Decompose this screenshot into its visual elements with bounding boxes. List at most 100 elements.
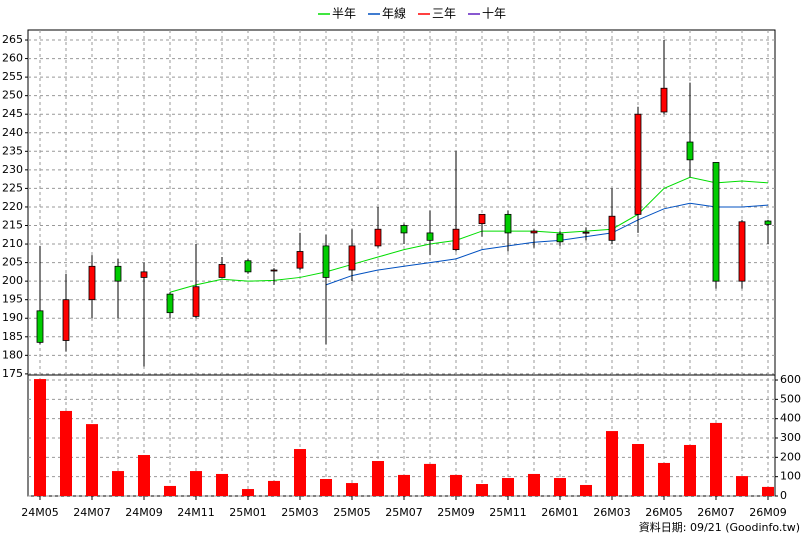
volume-bar — [242, 489, 254, 496]
candle-body — [660, 87, 668, 113]
candle-body — [764, 220, 772, 225]
x-tick-label: 25M11 — [489, 506, 527, 519]
volume-bar — [580, 484, 592, 496]
y-tick-label: 200 — [2, 274, 23, 287]
candle-body — [270, 269, 278, 272]
volume-bar — [606, 431, 618, 496]
volume-bar — [60, 410, 72, 496]
y-tick-label: 215 — [2, 219, 23, 232]
x-tick-label: 24M07 — [73, 506, 111, 519]
volume-bar — [320, 478, 332, 496]
volume-bar — [528, 473, 540, 496]
volume-bar — [710, 422, 722, 496]
volume-bar — [190, 471, 202, 496]
x-tick-label: 26M05 — [645, 506, 683, 519]
volume-bar — [372, 461, 384, 496]
y-tick-label: 250 — [2, 89, 23, 102]
volume-bar — [294, 449, 306, 496]
volume-tick-label: 400 — [780, 412, 801, 425]
volume-bar — [450, 474, 462, 496]
legend-label: 三年 — [432, 7, 456, 21]
y-tick-label: 205 — [2, 256, 23, 269]
ma-line — [169, 176, 769, 293]
volume-bar — [502, 478, 514, 496]
candle-body — [36, 310, 44, 343]
candle-body — [478, 213, 486, 225]
candle-body — [218, 264, 226, 278]
volume-tick-label: 300 — [780, 431, 801, 444]
volume-bar — [684, 444, 696, 496]
ma-line — [325, 202, 769, 286]
volume-bar — [34, 379, 46, 496]
y-tick-label: 255 — [2, 70, 23, 83]
y-tick-label: 180 — [2, 348, 23, 361]
volume-bar — [86, 424, 98, 496]
volume-tick-label: 200 — [780, 450, 801, 463]
y-tick-label: 240 — [2, 126, 23, 139]
volume-bar — [658, 462, 670, 496]
y-tick-label: 230 — [2, 163, 23, 176]
candle-body — [738, 221, 746, 282]
y-tick-label: 235 — [2, 144, 23, 157]
x-tick-label: 26M03 — [593, 506, 631, 519]
volume-tick-label: 100 — [780, 470, 801, 483]
y-tick-label: 195 — [2, 293, 23, 306]
volume-bar — [164, 485, 176, 496]
volume-bar — [216, 473, 228, 496]
candle-body — [296, 251, 304, 269]
candle-body — [114, 265, 122, 282]
y-tick-label: 175 — [2, 367, 23, 380]
volume-tick-label: 500 — [780, 392, 801, 405]
x-tick-label: 24M11 — [177, 506, 215, 519]
candle-body — [244, 260, 252, 273]
x-tick-label: 25M03 — [281, 506, 319, 519]
candle-body — [452, 228, 460, 251]
candle-body — [712, 162, 720, 282]
volume-bar — [762, 486, 774, 496]
volume-bar — [554, 478, 566, 496]
legend-label: 年線 — [382, 6, 406, 21]
candle-body — [62, 299, 70, 341]
y-tick-label: 225 — [2, 181, 23, 194]
x-tick-label: 24M05 — [21, 506, 59, 519]
x-tick-label: 26M09 — [749, 506, 787, 519]
x-tick-label: 24M09 — [125, 506, 163, 519]
x-tick-label: 26M07 — [697, 506, 735, 519]
volume-bar — [736, 476, 748, 496]
candle-body — [686, 141, 694, 161]
candle-body — [374, 228, 382, 247]
candle-body — [634, 113, 642, 215]
legend-label: 半年 — [332, 7, 356, 21]
x-tick-label: 25M01 — [229, 506, 267, 519]
volume-bar — [632, 444, 644, 496]
x-tick-label: 26M01 — [541, 506, 579, 519]
volume-bar — [346, 483, 358, 496]
volume-bar — [476, 484, 488, 496]
volume-bar — [112, 471, 124, 496]
candle-body — [322, 245, 330, 278]
x-tick-label: 25M05 — [333, 506, 371, 519]
candle-body — [530, 230, 538, 234]
volume-bar — [398, 474, 410, 496]
legend-label: 十年 — [482, 7, 506, 21]
y-tick-label: 265 — [2, 33, 23, 46]
candle-body — [426, 232, 434, 241]
candle-body — [504, 213, 512, 234]
volume-bar — [138, 455, 150, 496]
candle-body — [140, 271, 148, 278]
candle-body — [556, 233, 564, 243]
y-tick-label: 190 — [2, 311, 23, 324]
y-tick-label: 210 — [2, 237, 23, 250]
data-date-note: 資料日期: 09/21 (Goodinfo.tw) — [639, 520, 800, 534]
candle-body — [88, 265, 96, 301]
candle-body — [348, 245, 356, 271]
y-tick-label: 220 — [2, 200, 23, 213]
volume-bar — [424, 463, 436, 496]
candle-body — [166, 293, 174, 314]
x-tick-label: 25M07 — [385, 506, 423, 519]
volume-tick-label: 0 — [780, 489, 787, 502]
candle-body — [400, 225, 408, 234]
volume-bar — [268, 480, 280, 496]
y-tick-label: 185 — [2, 330, 23, 343]
